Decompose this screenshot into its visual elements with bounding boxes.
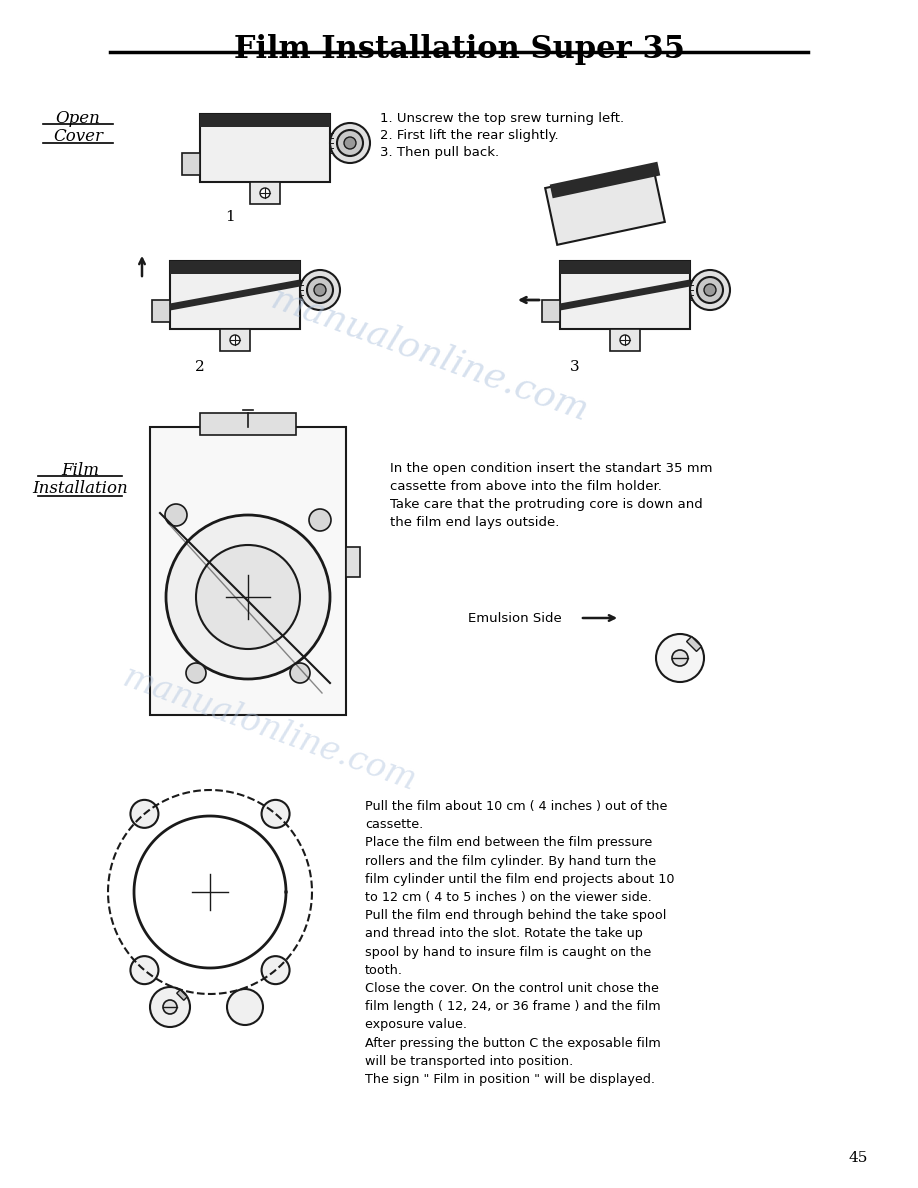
Polygon shape: [545, 165, 665, 245]
Text: In the open condition insert the standart 35 mm
cassette from above into the fil: In the open condition insert the standar…: [390, 462, 712, 529]
Circle shape: [166, 516, 330, 680]
Bar: [220, 329, 250, 350]
Circle shape: [337, 129, 363, 156]
Text: 3: 3: [570, 360, 580, 374]
Bar: [610, 329, 640, 350]
Circle shape: [186, 663, 206, 683]
Circle shape: [230, 335, 240, 345]
Polygon shape: [176, 990, 187, 1000]
Bar: [200, 413, 296, 435]
Text: Cover: Cover: [53, 128, 103, 145]
Circle shape: [300, 270, 340, 310]
Text: Installation: Installation: [32, 480, 128, 497]
Bar: [250, 182, 280, 204]
Circle shape: [307, 277, 333, 303]
Text: Pull the film about 10 cm ( 4 inches ) out of the
cassette.
Place the film end b: Pull the film about 10 cm ( 4 inches ) o…: [365, 800, 675, 1086]
Text: Film: Film: [61, 462, 99, 479]
Circle shape: [704, 284, 716, 296]
Circle shape: [130, 800, 159, 828]
Circle shape: [165, 504, 187, 526]
Bar: [200, 114, 330, 127]
Text: Film Installation Super 35: Film Installation Super 35: [233, 34, 685, 65]
Bar: [560, 261, 690, 274]
Text: 1. Unscrew the top srew turning left.: 1. Unscrew the top srew turning left.: [380, 112, 624, 125]
Bar: [152, 301, 170, 322]
Circle shape: [690, 270, 730, 310]
Circle shape: [620, 335, 630, 345]
Polygon shape: [550, 162, 660, 198]
Text: 1: 1: [225, 210, 235, 225]
Circle shape: [260, 188, 270, 198]
Circle shape: [196, 545, 300, 649]
Text: manualonline.com: manualonline.com: [266, 282, 594, 429]
Circle shape: [290, 663, 310, 683]
FancyBboxPatch shape: [170, 261, 300, 329]
Circle shape: [344, 137, 356, 148]
Circle shape: [330, 124, 370, 163]
Circle shape: [262, 800, 289, 828]
Circle shape: [163, 1000, 177, 1015]
Text: manualonline.com: manualonline.com: [118, 662, 421, 798]
Circle shape: [130, 956, 159, 984]
Bar: [182, 153, 200, 175]
Circle shape: [227, 988, 263, 1025]
Bar: [542, 301, 560, 322]
FancyBboxPatch shape: [200, 114, 330, 182]
Text: 3. Then pull back.: 3. Then pull back.: [380, 146, 499, 159]
Bar: [170, 261, 300, 274]
Circle shape: [656, 634, 704, 682]
Circle shape: [314, 284, 326, 296]
Text: Emulsion Side: Emulsion Side: [468, 612, 562, 625]
FancyBboxPatch shape: [560, 261, 690, 329]
Bar: [346, 546, 360, 577]
Text: Open: Open: [56, 110, 100, 127]
Bar: [150, 426, 346, 715]
Circle shape: [672, 650, 688, 666]
Text: 2: 2: [196, 360, 205, 374]
Polygon shape: [687, 637, 701, 651]
Circle shape: [697, 277, 723, 303]
Circle shape: [150, 987, 190, 1026]
Text: 2. First lift the rear slightly.: 2. First lift the rear slightly.: [380, 129, 559, 143]
Text: 45: 45: [848, 1151, 868, 1165]
Circle shape: [309, 508, 331, 531]
Circle shape: [262, 956, 289, 984]
